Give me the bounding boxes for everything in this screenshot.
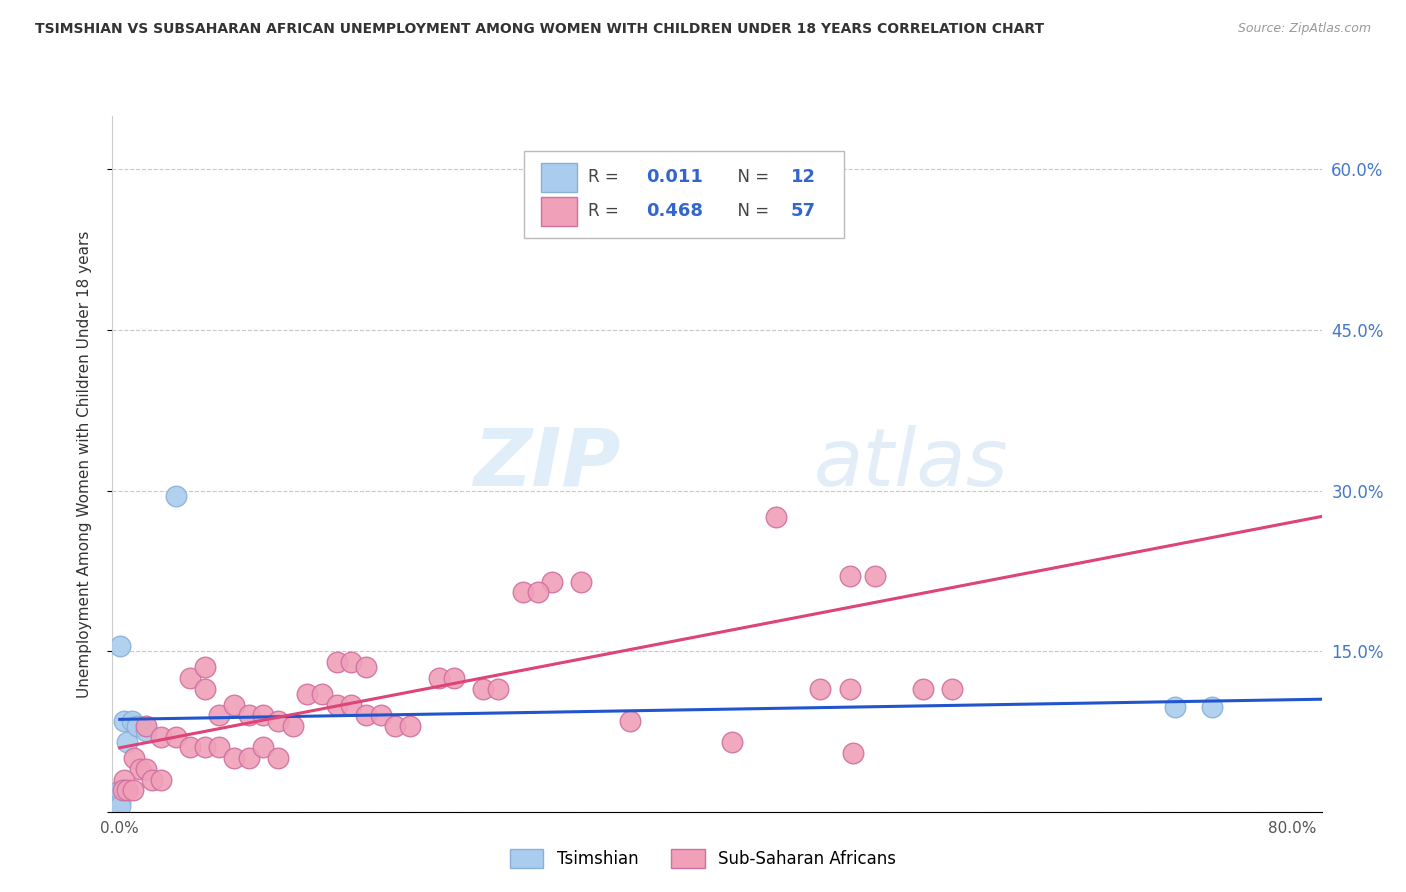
FancyBboxPatch shape	[523, 151, 844, 238]
Point	[340, 698, 363, 712]
Point	[838, 569, 860, 583]
Point	[179, 671, 201, 685]
Point	[619, 714, 641, 728]
Point	[721, 735, 744, 749]
Point	[115, 783, 138, 797]
Point	[208, 708, 231, 723]
Point	[165, 489, 187, 503]
Text: atlas: atlas	[814, 425, 1008, 503]
Point	[108, 783, 131, 797]
Text: ZIP: ZIP	[472, 425, 620, 503]
Point	[135, 724, 157, 739]
Point	[443, 671, 465, 685]
Point	[194, 660, 217, 674]
Point	[108, 799, 131, 814]
Point	[238, 751, 260, 765]
Point	[115, 735, 138, 749]
Point	[863, 569, 886, 583]
Point	[108, 639, 131, 653]
Point	[165, 730, 187, 744]
Point	[526, 585, 548, 599]
Text: Source: ZipAtlas.com: Source: ZipAtlas.com	[1237, 22, 1371, 36]
Point	[141, 772, 163, 787]
Point	[571, 574, 593, 589]
Point	[765, 510, 787, 524]
Point	[149, 730, 172, 744]
Point	[841, 746, 863, 760]
Point	[281, 719, 304, 733]
Text: R =: R =	[588, 202, 624, 220]
Point	[122, 783, 145, 797]
Point	[224, 698, 246, 712]
Point	[354, 660, 377, 674]
Point	[121, 714, 143, 728]
Point	[208, 740, 231, 755]
Text: R =: R =	[588, 169, 624, 186]
Point	[512, 585, 534, 599]
Point	[941, 681, 963, 696]
Text: TSIMSHIAN VS SUBSAHARAN AFRICAN UNEMPLOYMENT AMONG WOMEN WITH CHILDREN UNDER 18 : TSIMSHIAN VS SUBSAHARAN AFRICAN UNEMPLOY…	[35, 22, 1045, 37]
Point	[838, 681, 860, 696]
Point	[370, 708, 392, 723]
Point	[1201, 699, 1223, 714]
Text: 0.011: 0.011	[645, 169, 703, 186]
Text: N =: N =	[727, 169, 775, 186]
Point	[399, 719, 422, 733]
Legend: Tsimshian, Sub-Saharan Africans: Tsimshian, Sub-Saharan Africans	[503, 842, 903, 875]
Point	[384, 719, 406, 733]
Point	[486, 681, 509, 696]
Point	[673, 189, 696, 203]
Point	[267, 751, 290, 765]
Point	[325, 655, 347, 669]
Point	[267, 714, 290, 728]
Point	[112, 772, 135, 787]
Point	[252, 708, 274, 723]
Point	[311, 687, 333, 701]
Point	[124, 751, 146, 765]
Text: N =: N =	[727, 202, 775, 220]
Point	[112, 714, 135, 728]
FancyBboxPatch shape	[540, 196, 576, 226]
Point	[340, 655, 363, 669]
Point	[297, 687, 319, 701]
FancyBboxPatch shape	[540, 162, 576, 192]
Point	[179, 740, 201, 755]
Point	[808, 681, 831, 696]
Y-axis label: Unemployment Among Women with Children Under 18 years: Unemployment Among Women with Children U…	[77, 230, 91, 698]
Point	[325, 698, 347, 712]
Point	[238, 708, 260, 723]
Point	[135, 719, 157, 733]
Point	[427, 671, 450, 685]
Point	[194, 740, 217, 755]
Point	[135, 762, 157, 776]
Text: 0.468: 0.468	[645, 202, 703, 220]
Point	[127, 719, 149, 733]
Point	[224, 751, 246, 765]
Point	[911, 681, 934, 696]
Point	[108, 794, 131, 808]
Point	[354, 708, 377, 723]
Point	[194, 681, 217, 696]
Point	[1164, 699, 1187, 714]
Text: 12: 12	[790, 169, 815, 186]
Point	[111, 783, 134, 797]
Point	[129, 762, 152, 776]
Point	[149, 772, 172, 787]
Point	[472, 681, 495, 696]
Point	[541, 574, 564, 589]
Text: 57: 57	[790, 202, 815, 220]
Point	[252, 740, 274, 755]
